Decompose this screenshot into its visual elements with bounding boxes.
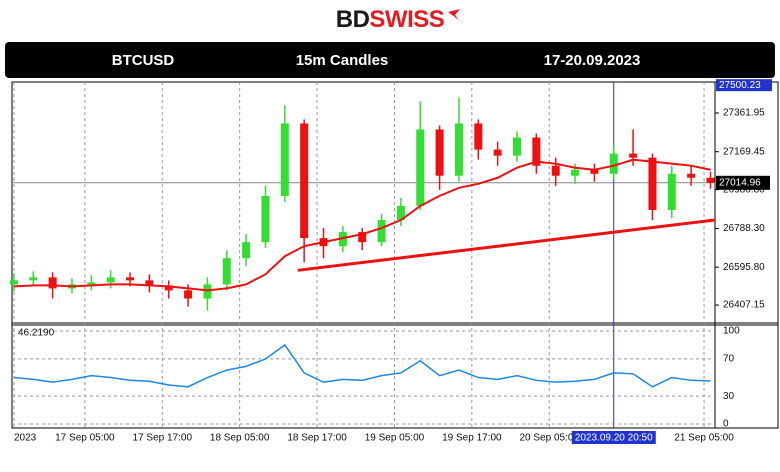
y-tick-label: 100 [723, 326, 740, 337]
candle-body [164, 285, 173, 291]
candle-body [222, 258, 231, 285]
candle-body [126, 277, 135, 281]
y-tick-label: 27361.95 [723, 108, 765, 119]
marker-price-box [716, 79, 772, 92]
y-tick-label: 70 [723, 354, 735, 365]
y-tick-label: 30 [723, 391, 735, 402]
candle-body [145, 280, 154, 286]
logo: BDSWISS [336, 6, 445, 33]
candle-body [184, 290, 193, 299]
y-tick-label: 26788.30 [723, 223, 765, 234]
y-tick-label: 26595.80 [723, 262, 765, 273]
candle-body [416, 129, 425, 206]
candle-body [512, 137, 521, 156]
candle-body [280, 123, 289, 196]
candle-body [609, 153, 618, 174]
candle-body [29, 277, 38, 281]
x-tick-label: 20 Sep 05:00 [519, 433, 579, 444]
last-price-box [716, 175, 770, 190]
cursor-box [571, 431, 656, 444]
header-bar [5, 42, 775, 78]
x-tick-label: 17 Sep 05:00 [55, 433, 115, 444]
candle-body [261, 195, 270, 243]
candle-body [242, 242, 251, 259]
candle-body [532, 137, 541, 166]
y-tick-label: 26407.15 [723, 300, 765, 311]
x-tick-label: 21 Sep 05:00 [674, 433, 734, 444]
symbol: BTCUSD [112, 52, 175, 69]
candle-body [551, 165, 560, 176]
y-tick-label: 27169.45 [723, 146, 765, 157]
candle-body [48, 277, 57, 289]
indicator-line [13, 343, 711, 388]
candle-body [493, 149, 502, 156]
candle-body [358, 232, 367, 243]
marker-price-label: 27500.23 [719, 80, 761, 91]
candle-body [9, 280, 18, 285]
timeframe: 15m Candles [296, 52, 389, 69]
x-tick-label: 17 Sep 17:00 [133, 433, 193, 444]
logo-mark [448, 9, 460, 20]
moving-average [13, 158, 711, 292]
candle-body [300, 123, 309, 239]
candle-body [106, 277, 115, 283]
x-tick-label: 2023 [14, 433, 37, 444]
x-tick-label: 18 Sep 05:00 [210, 433, 270, 444]
logo-swiss: SWISS [369, 6, 444, 33]
candle-body [454, 123, 463, 176]
trendline [297, 218, 716, 272]
candle-body [629, 153, 638, 158]
candle-body [396, 205, 405, 221]
date-range: 17-20.09.2023 [544, 52, 641, 69]
candle-body [377, 220, 386, 243]
candle-body [571, 169, 580, 176]
frame [11, 81, 779, 429]
candle-body [590, 169, 599, 174]
candle-body [648, 157, 657, 210]
x-tick-label: 19 Sep 17:00 [442, 433, 502, 444]
candle-body [706, 177, 715, 183]
candle-body [687, 173, 696, 178]
last-price-label: 27014.96 [719, 177, 761, 188]
candle-body [87, 282, 96, 285]
candle-body [203, 284, 212, 299]
indicator-title: 46.2190 [18, 328, 55, 339]
logo-bd: BD [336, 6, 370, 33]
y-tick-label: 26980.80 [723, 184, 765, 195]
cursor-label: 2023.09.20 20:50 [575, 433, 653, 444]
candle-body [435, 129, 444, 176]
x-tick-label: 18 Sep 17:00 [287, 433, 347, 444]
candle-body [474, 123, 483, 150]
x-tick-label: 19 Sep 05:00 [365, 433, 425, 444]
candle-body [667, 173, 676, 210]
y-tick-label: 0 [723, 419, 729, 430]
